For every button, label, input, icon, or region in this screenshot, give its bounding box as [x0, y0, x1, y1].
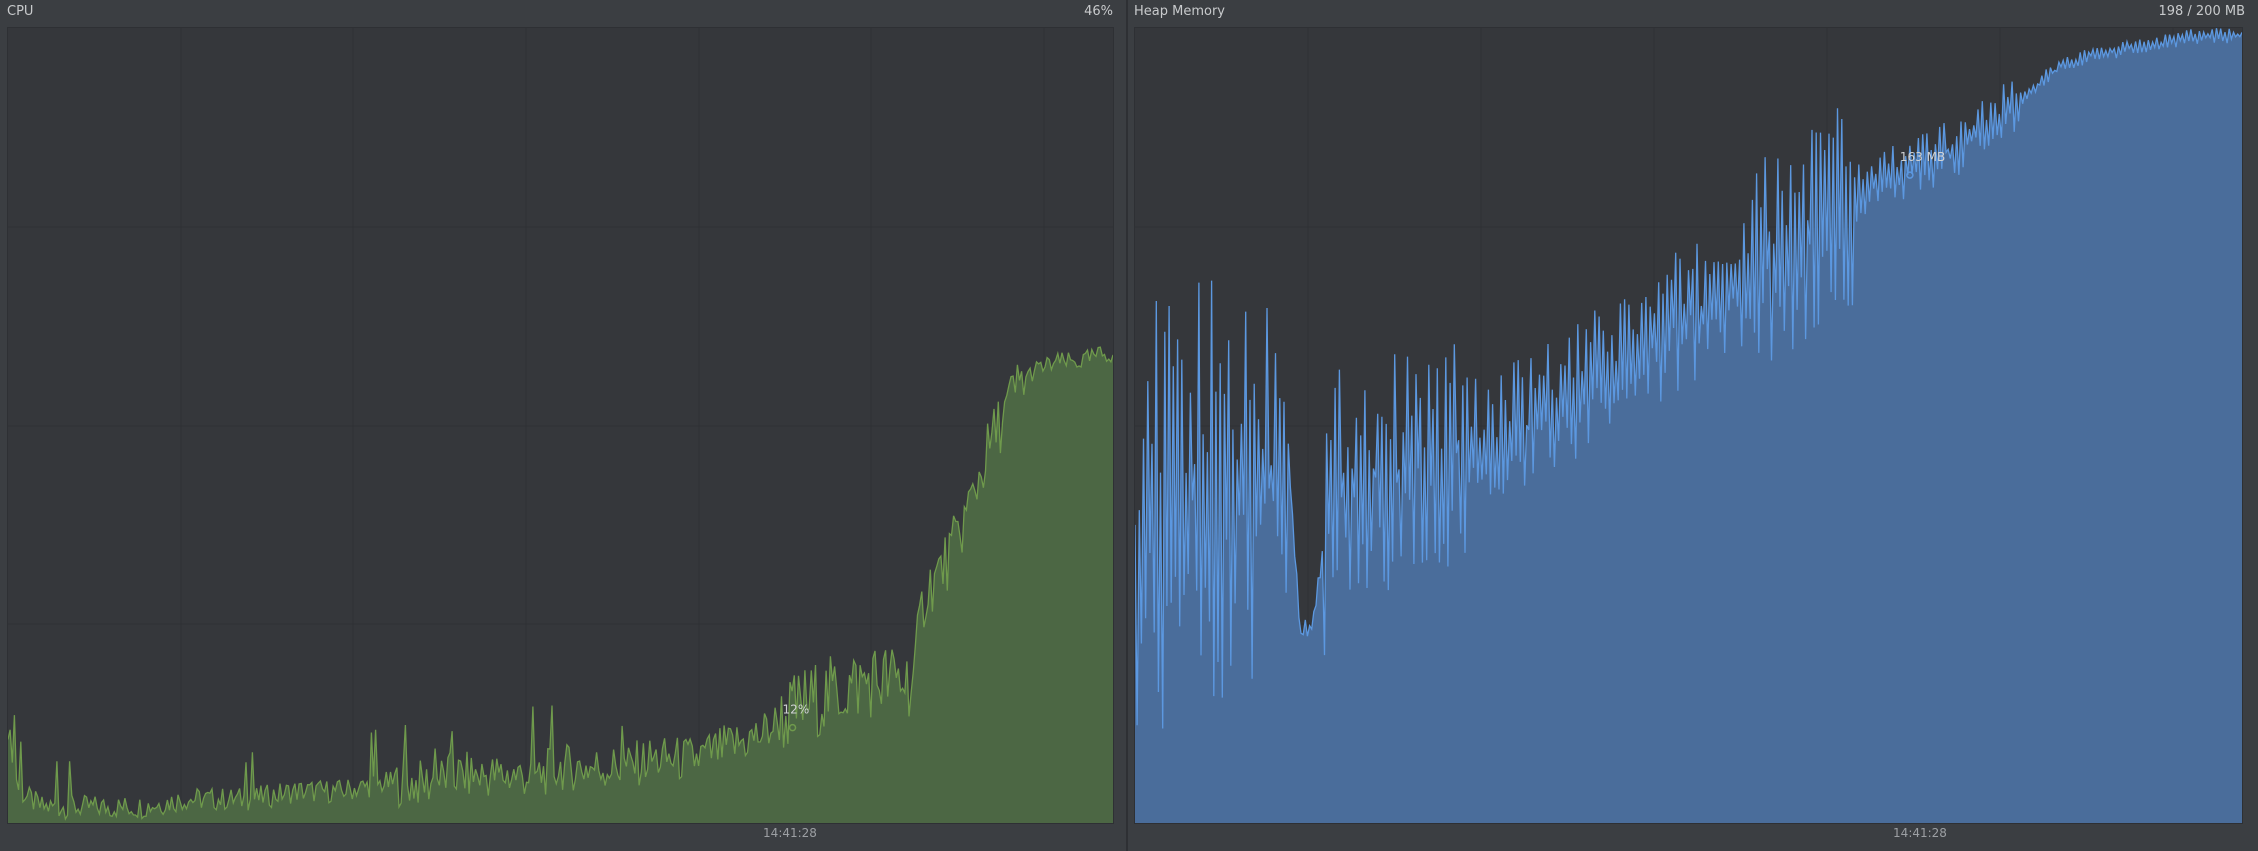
memory-title: Heap Memory [1134, 4, 1225, 19]
cpu-chart[interactable]: 12% [7, 27, 1114, 824]
cpu-svg: 12% [8, 28, 1113, 823]
cpu-marker-point [788, 723, 797, 732]
cpu-time-label: 14:41:28 [763, 826, 817, 840]
memory-svg: 163 MB [1135, 28, 2242, 823]
heap-memory-panel: Heap Memory 198 / 200 MB 163 MB 14:41:28 [1128, 0, 2258, 851]
panel-divider[interactable] [1126, 0, 1128, 851]
memory-chart[interactable]: 163 MB [1134, 27, 2243, 824]
cpu-title: CPU [7, 4, 34, 19]
memory-marker-point [1906, 171, 1914, 179]
cpu-current-value: 46% [1084, 4, 1113, 19]
cpu-monitor-panel: CPU 46% 12% 14:41:28 [0, 0, 1126, 851]
memory-current-value: 198 / 200 MB [2158, 4, 2245, 19]
cpu-header: CPU 46% [0, 0, 1126, 26]
cpu-line [8, 346, 1113, 821]
memory-header: Heap Memory 198 / 200 MB [1128, 0, 2258, 26]
memory-area [1135, 28, 2242, 823]
memory-marker-label: 163 MB [1900, 150, 1945, 164]
memory-time-label: 14:41:28 [1893, 826, 1947, 840]
cpu-area [8, 347, 1113, 823]
cpu-marker-label: 12% [783, 703, 810, 717]
memory-line [1135, 28, 2242, 729]
